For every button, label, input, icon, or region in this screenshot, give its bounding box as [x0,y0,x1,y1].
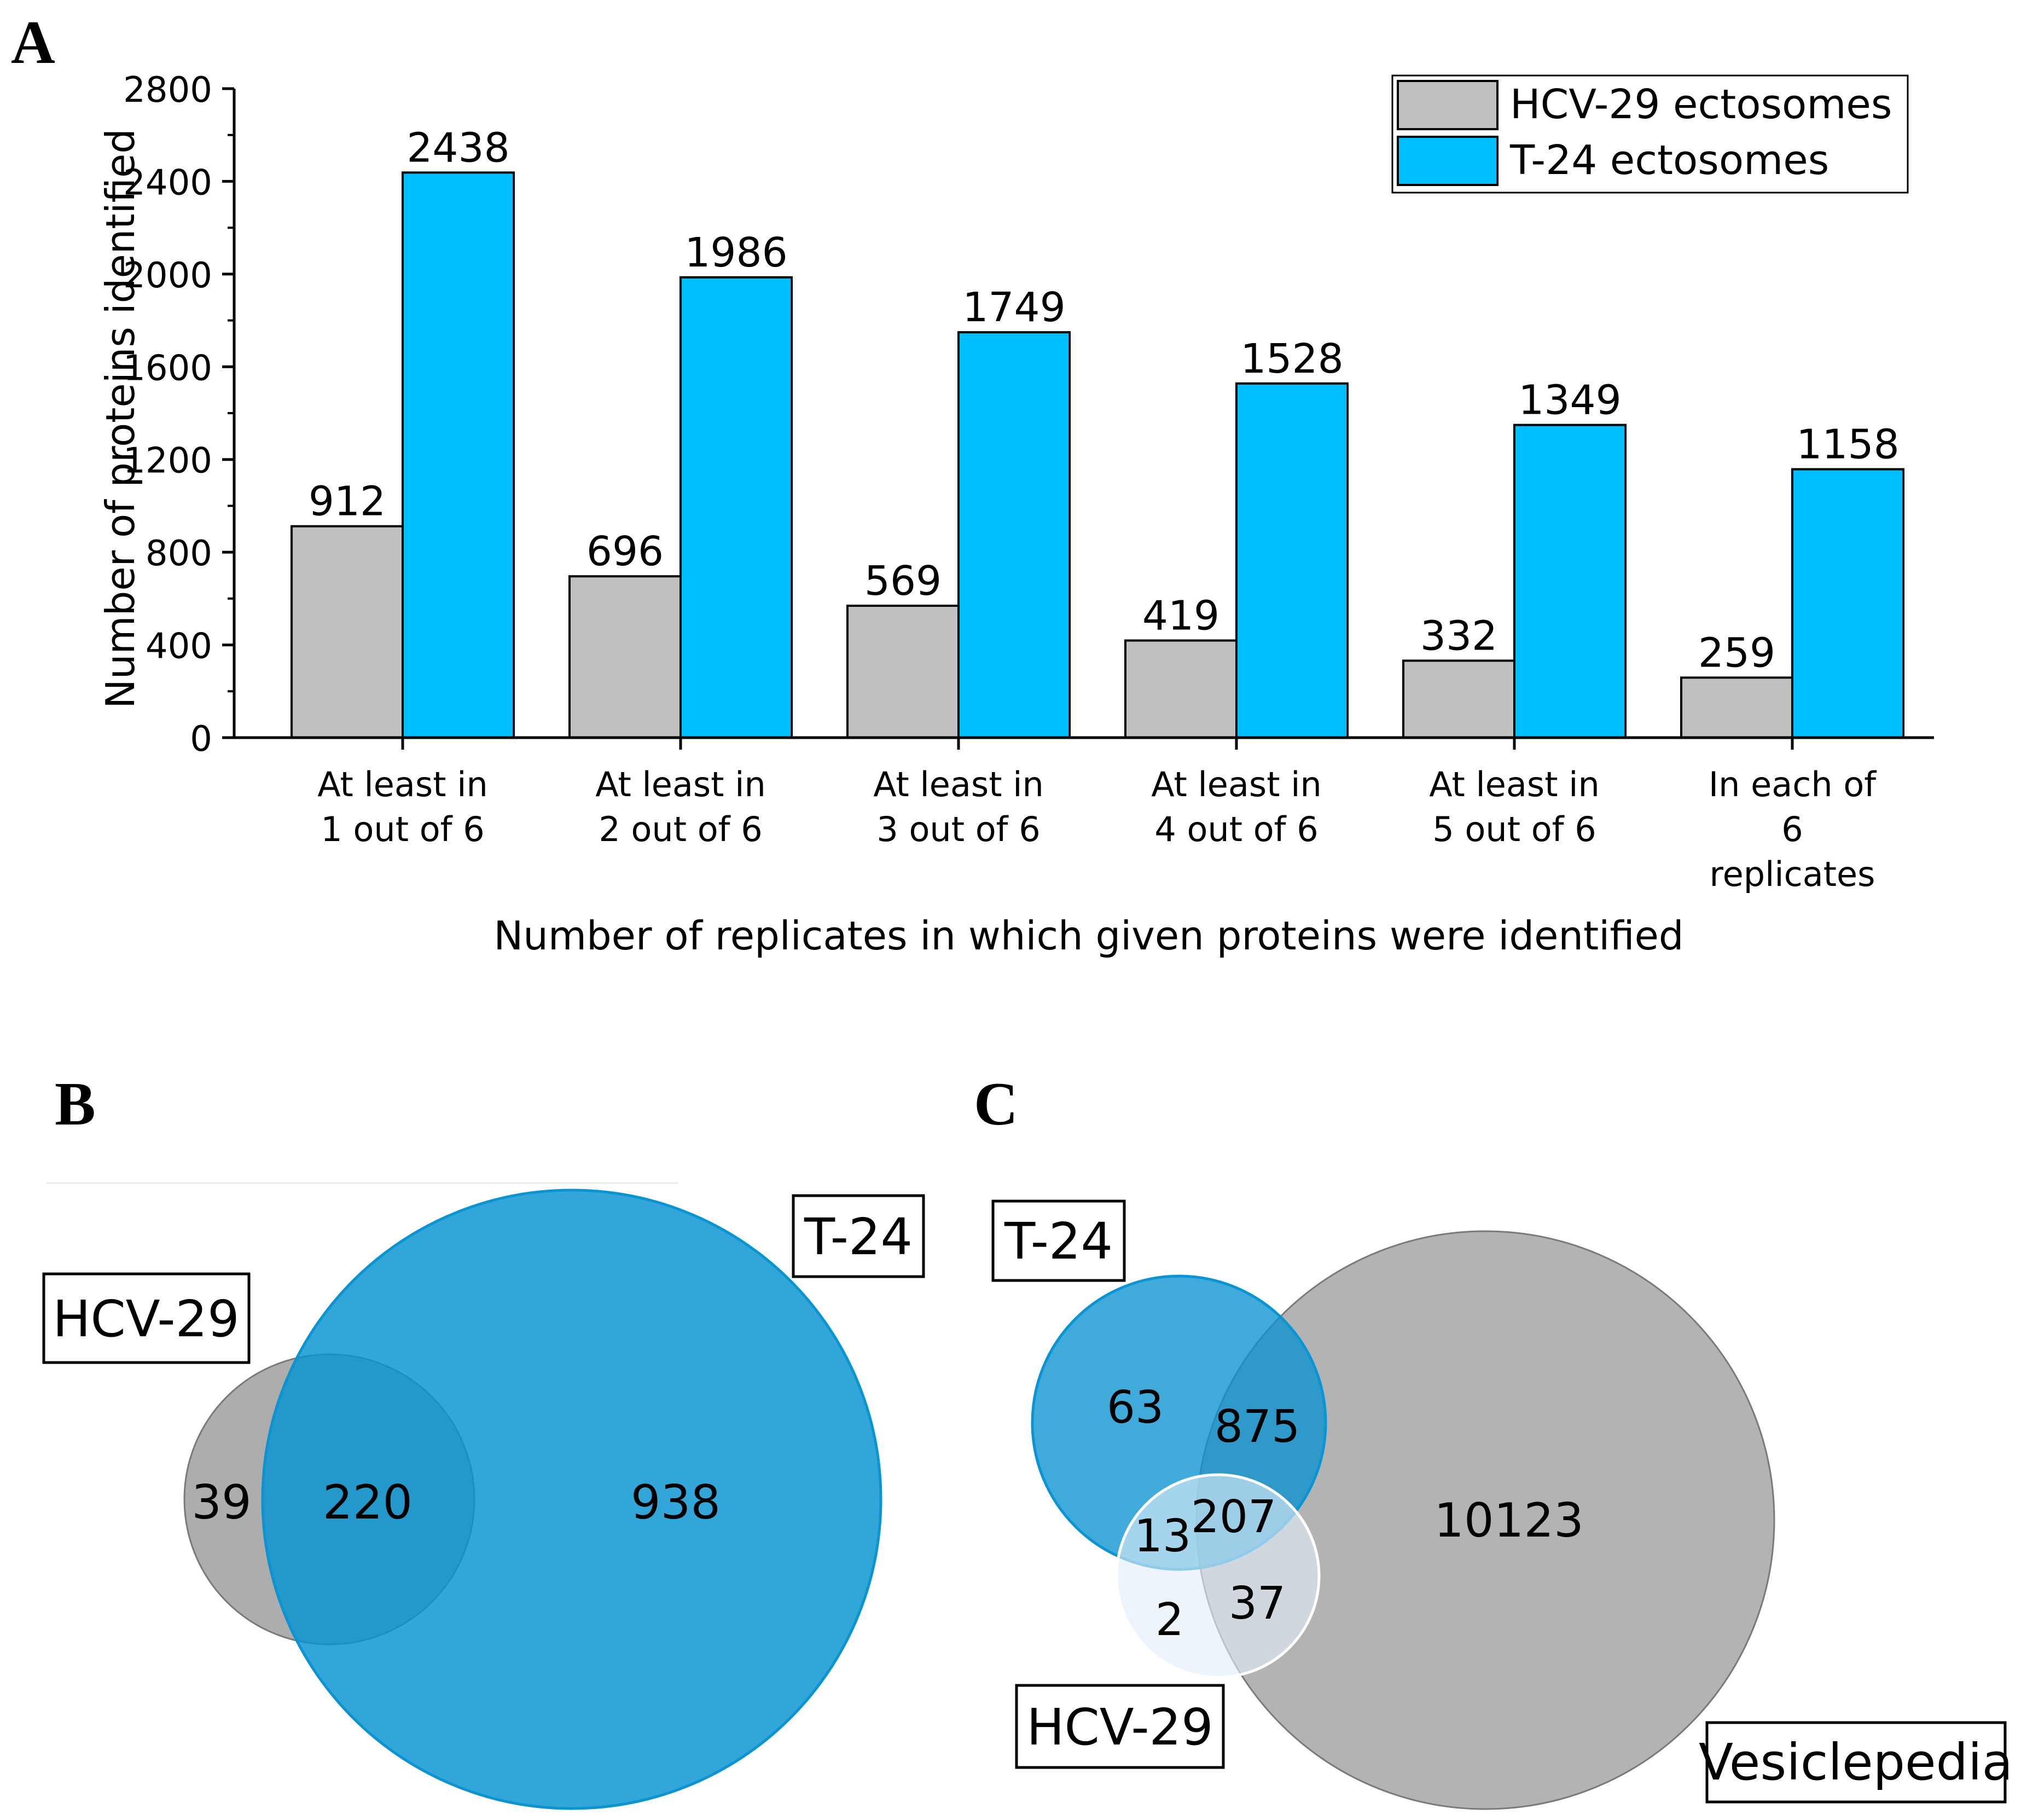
venn-c-hcv-29-circle [1115,1473,1321,1679]
bar-hcv-29 [568,575,682,739]
bar-hcv-29 [1402,659,1515,739]
bar-value-labels: 912 2438 696 1986 569 1749 419 1528 332 1349 259 11… [309,124,1900,676]
bar-value-label: 696 [586,528,664,575]
bars [291,171,1904,739]
bar-hcv-29 [1680,676,1793,739]
venn-c-vesiclepedia-only-count: 10123 [1434,1493,1584,1548]
legend-label-hcv-29: HCV-29 ectosomes [1510,81,1892,128]
venn-b-t-24-only-count: 938 [631,1475,721,1530]
panel-a-label: A [11,9,55,77]
venn-b-hcv-29-only-count: 39 [191,1475,251,1530]
x-tick-label: 1 out of 6 [321,809,484,849]
legend: HCV-29 ectosomes T-24 ectosomes [1391,74,1909,194]
bar-t-24 [679,276,793,739]
bar-hcv-29 [846,604,960,739]
bar-value-label: 419 [1142,593,1219,640]
x-tick-label: At least in [1429,764,1600,804]
bar-t-24 [957,331,1071,739]
bar-hcv-29 [291,525,404,739]
venn-c-t-24-only-count: 63 [1107,1382,1164,1434]
legend-swatch-t-24 [1397,136,1499,186]
venn-diagram-b: 39 220 938 HCV-29 T-24 [42,1182,925,1810]
venn-c-vesiclepedia-label: Vesiclepedia [1699,1733,2013,1792]
x-axis-title: Number of replicates in which given prot… [493,913,1683,959]
x-tick-label: 4 out of 6 [1154,809,1318,849]
bar-value-label: 1749 [962,284,1065,331]
bar-chart: 0 400 800 1200 1600 2000 2400 2800 912 2438 696 19… [97,70,1934,959]
bar-value-label: 1986 [684,229,787,276]
y-tick-label: 1200 [123,441,212,482]
venn-c-all-three-count: 207 [1191,1491,1277,1543]
bar-value-label: 912 [309,478,386,525]
bar-value-label: 259 [1698,629,1775,676]
venn-b-t-24-label: T-24 [804,1208,913,1266]
venn-b-t-24-label-box [792,1194,925,1278]
venn-c-t-24-vesiclepedia-count: 875 [1215,1401,1300,1453]
venn-c-t-24-label-box [991,1199,1126,1282]
y-tick-label: 1600 [123,348,212,389]
venn-c-vesiclepedia-label-box [1705,1721,2007,1804]
venn-c-hcv-29-label: HCV-29 [1026,1698,1213,1757]
venn-c-t-24-label: T-24 [1004,1212,1113,1271]
y-tick-label: 400 [146,627,212,667]
bar-hcv-29 [1124,639,1238,739]
y-tick-label: 0 [190,719,212,760]
x-tick-label: 6 [1781,809,1803,849]
bar-t-24 [402,171,515,739]
x-axis-tick-labels: At least in 1 out of 6 At least in 2 out of… [317,738,1877,894]
legend-label-t-24: T-24 ectosomes [1509,137,1829,184]
panel-b-label: B [55,1070,96,1138]
y-axis-ticks: 0 400 800 1200 1600 2000 2400 2800 [123,70,234,760]
y-tick-label: 2000 [123,256,212,296]
venn-diagram-c: 63 875 13 207 2 37 10123 T-24 HCV-29 Ves… [991,1199,2013,1810]
bar-t-24 [1791,468,1904,739]
venn-c-hcv-29-only-count: 2 [1155,1594,1184,1646]
bar-value-label: 2438 [406,124,509,171]
bar-value-label: 332 [1420,612,1497,659]
venn-c-hcv-29-label-box [1015,1684,1225,1769]
venn-c-hcv-29-vesiclepedia-count: 37 [1229,1578,1286,1630]
venn-b-hcv-29-label-box [42,1272,251,1364]
y-axis-title: Number of proteins identified [97,129,143,709]
y-tick-label: 2800 [123,70,212,111]
y-tick-label: 800 [146,534,212,574]
x-tick-label: In each of [1709,764,1877,804]
bar-value-label: 569 [864,558,942,605]
x-tick-label: At least in [873,764,1044,804]
venn-b-intersection-count: 220 [323,1475,413,1530]
x-tick-label: At least in [1151,764,1322,804]
x-tick-label: At least in [317,764,488,804]
bar-value-label: 1349 [1518,377,1621,424]
venn-b-hcv-29-label: HCV-29 [53,1290,239,1348]
x-tick-label: replicates [1710,854,1875,894]
x-tick-label: 2 out of 6 [599,809,762,849]
bar-value-label: 1158 [1796,421,1899,468]
legend-swatch-hcv-29 [1397,80,1499,130]
venn-c-t-24-hcv-29-count: 13 [1134,1510,1191,1562]
x-tick-label: 3 out of 6 [876,809,1040,849]
bar-t-24 [1235,382,1349,739]
venn-b-t-24-circle [261,1189,882,1810]
bar-value-label: 1528 [1240,335,1343,382]
panel-c-label: C [974,1070,1018,1138]
x-tick-label: At least in [595,764,766,804]
bar-t-24 [1513,424,1627,739]
y-tick-label: 2400 [123,163,212,203]
x-tick-label: 5 out of 6 [1432,809,1596,849]
